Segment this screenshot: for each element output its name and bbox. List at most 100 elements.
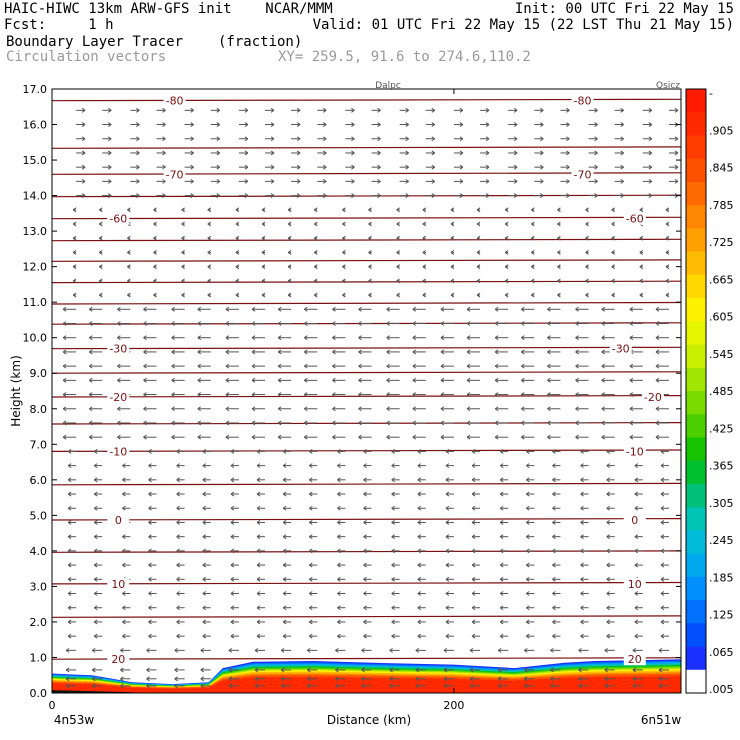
wind-vector-head xyxy=(176,477,180,483)
forecast-hour: Fcst: 1 h xyxy=(4,17,114,33)
temperature-contour-17 xyxy=(52,194,681,198)
wind-vector-head xyxy=(337,477,341,483)
wind-vector-head xyxy=(466,306,471,312)
contour-label-bg xyxy=(641,391,664,404)
wind-vector-head xyxy=(230,534,235,540)
colorbar-swatch xyxy=(686,553,706,578)
wind-vector-head xyxy=(308,505,313,511)
wind-vector-head xyxy=(256,605,261,611)
wind-vector-head xyxy=(244,150,249,156)
wind-vector-head xyxy=(363,448,367,454)
y-tick-label: 1.0 xyxy=(30,651,48,664)
wind-vector-head xyxy=(445,534,450,540)
wind-vector-head xyxy=(162,178,166,184)
wind-vector-head xyxy=(471,505,476,511)
wind-vector-head xyxy=(67,491,72,497)
contour-label-20-1: 20 xyxy=(628,653,642,666)
wind-vector-head xyxy=(494,406,499,412)
wind-vector-head xyxy=(391,633,395,639)
wind-vector-head xyxy=(202,463,207,469)
wind-vector-head xyxy=(580,448,584,454)
temperature-contour-8 xyxy=(52,395,681,398)
wind-vector-head xyxy=(485,150,490,156)
wind-vector-head xyxy=(526,448,530,454)
wind-vector-head xyxy=(531,235,535,241)
wind-vector-head xyxy=(521,406,525,412)
wind-vector-head xyxy=(303,349,308,355)
wind-vector-head xyxy=(225,392,230,397)
wind-vector-head xyxy=(655,420,660,426)
wind-vector-head xyxy=(422,207,427,213)
wind-vector-head xyxy=(620,193,624,199)
wind-vector-head xyxy=(606,633,610,639)
wind-vector-head xyxy=(476,278,481,284)
wind-vector-head xyxy=(639,207,644,213)
wind-vector-head xyxy=(251,321,256,326)
wind-vector-head xyxy=(120,647,124,653)
wind-vector-head xyxy=(660,619,665,625)
contour-label-bg xyxy=(623,513,646,526)
wind-vector-head xyxy=(143,363,147,369)
wind-vector-head xyxy=(143,392,147,397)
wind-vector-head xyxy=(91,667,96,673)
wind-vector-head xyxy=(632,676,637,682)
wind-vector-head xyxy=(72,207,77,213)
wind-vector-head xyxy=(363,619,367,625)
contour-label--60-1: -60 xyxy=(626,213,644,226)
wind-vector-head xyxy=(67,520,72,525)
wind-vector-head xyxy=(443,647,448,653)
tracer-band-11 xyxy=(52,676,681,693)
wind-vector-head xyxy=(143,406,147,412)
wind-vector-head xyxy=(146,667,150,673)
wind-vector-head xyxy=(575,335,579,341)
wind-vector-head xyxy=(335,667,339,673)
wind-vector-head xyxy=(117,434,121,440)
wind-vector-head xyxy=(521,321,525,326)
wind-vector-head xyxy=(230,562,235,568)
colorbar-swatch xyxy=(686,437,706,462)
wind-vector-head xyxy=(552,534,556,540)
wind-vector-head xyxy=(499,591,504,596)
contour-label--10-1: -10 xyxy=(626,445,644,458)
wind-vector-head xyxy=(256,491,261,497)
wind-vector-head xyxy=(153,235,157,241)
colorbar-label: .665 xyxy=(709,273,734,286)
wind-vector-head xyxy=(632,667,637,673)
wind-vector-head xyxy=(469,676,474,682)
tracer-fill-layer xyxy=(52,659,681,693)
wind-vector-head xyxy=(153,264,157,270)
wind-vector-head xyxy=(660,534,665,540)
wind-vector-head xyxy=(313,264,318,270)
contour-label-bg xyxy=(571,94,594,107)
wind-vector-head xyxy=(499,534,504,540)
wind-vector-head xyxy=(277,377,282,383)
wind-vector-head xyxy=(296,178,301,184)
wind-vector-head xyxy=(337,463,341,469)
wind-vector-head xyxy=(415,667,420,673)
wind-vector-head xyxy=(287,250,292,255)
wind-vector-head xyxy=(67,448,72,454)
temperature-contour-2 xyxy=(52,581,681,585)
wind-vector-head xyxy=(521,420,525,426)
wind-vector-head xyxy=(303,392,308,397)
wind-vector-head xyxy=(499,605,504,611)
wind-vector-head xyxy=(526,534,530,540)
wind-vector-head xyxy=(200,676,205,682)
wind-vector-head xyxy=(450,292,455,298)
wind-vector-head xyxy=(585,264,589,270)
wind-vector-head xyxy=(270,178,275,184)
wind-vector-head xyxy=(585,278,589,284)
wind-vector-head xyxy=(611,278,615,284)
wind-vector-head xyxy=(280,667,285,673)
wind-vector-head xyxy=(342,264,346,270)
wind-vector-head xyxy=(445,562,450,568)
wind-vector-head xyxy=(72,250,77,255)
wind-vector-head xyxy=(634,591,639,596)
wind-vector-head xyxy=(230,477,235,483)
wind-vector-head xyxy=(261,221,266,227)
wind-vector-head xyxy=(417,477,422,483)
wind-vector-head xyxy=(601,434,605,440)
wind-vector-head xyxy=(601,363,605,369)
wind-vector-head xyxy=(216,164,221,170)
wind-vector-head xyxy=(190,107,194,113)
